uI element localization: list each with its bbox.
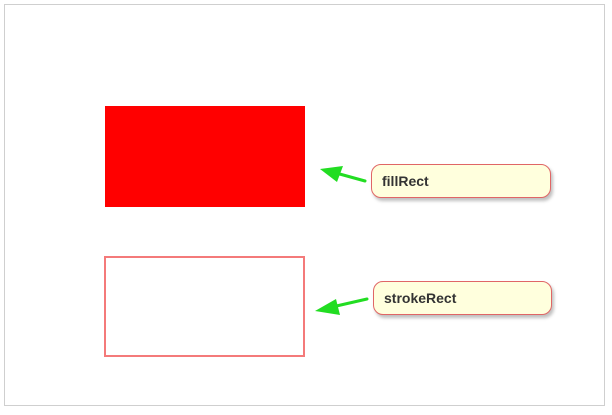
- strokerect-callout: strokeRect: [373, 281, 552, 315]
- stroked-rectangle: [104, 256, 305, 357]
- fillrect-callout: fillRect: [371, 164, 551, 198]
- fillrect-label: fillRect: [382, 173, 429, 189]
- filled-rectangle: [105, 106, 305, 207]
- strokerect-label: strokeRect: [384, 290, 457, 306]
